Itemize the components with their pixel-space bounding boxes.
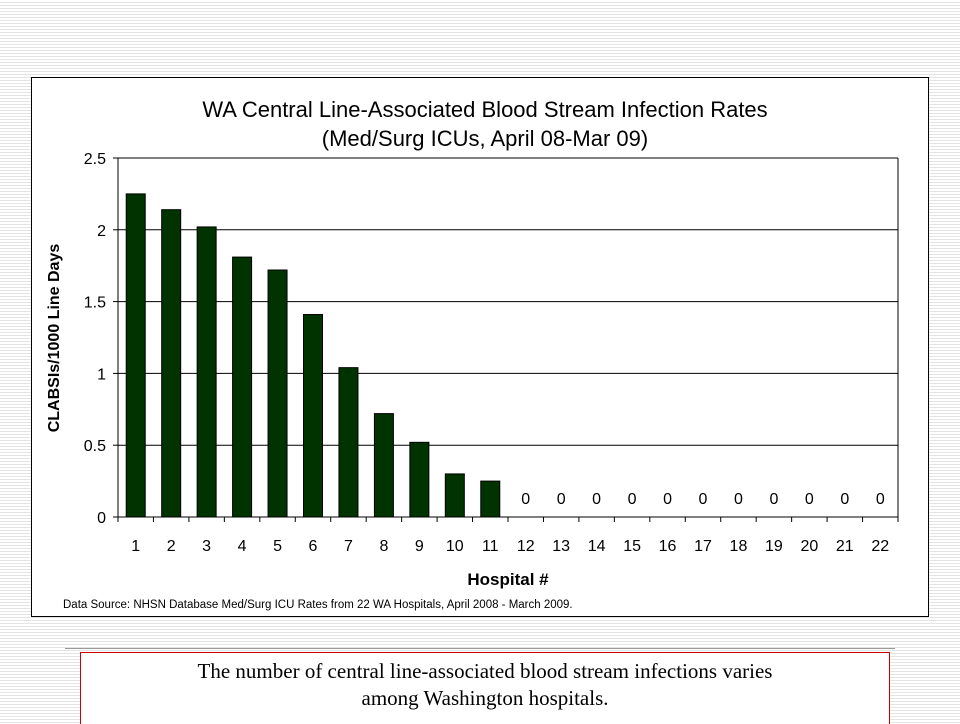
x-tick-label: 4: [238, 538, 247, 555]
x-tick-label: 5: [273, 538, 282, 555]
chart-subtitle: (Med/Surg ICUs, April 08-Mar 09): [322, 126, 648, 151]
data-label: 0: [876, 491, 885, 508]
data-label: 0: [805, 491, 814, 508]
x-tick-label: 1: [131, 538, 140, 555]
caption-box: The number of central line-associated bl…: [80, 652, 890, 724]
x-tick-label: 12: [517, 538, 535, 555]
y-axis-label: CLABSIs/1000 Line Days: [46, 244, 63, 433]
x-tick-label: 9: [415, 538, 424, 555]
bar: [338, 367, 359, 518]
bar: [125, 193, 146, 518]
x-axis-label: Hospital #: [467, 570, 549, 589]
axes: [113, 157, 899, 522]
x-tick-label: 17: [694, 538, 712, 555]
y-tick-label: 2.5: [84, 151, 106, 168]
data-label: 0: [628, 491, 637, 508]
chart-frame: WA Central Line-Associated Blood Stream …: [31, 77, 929, 617]
y-tick-label: 1: [97, 366, 106, 383]
x-tick-label: 16: [659, 538, 677, 555]
x-tick-label: 19: [765, 538, 783, 555]
data-label: 0: [734, 491, 743, 508]
divider-line: [65, 648, 895, 649]
x-tick-label: 7: [344, 538, 353, 555]
bar: [480, 480, 501, 518]
y-tick-label: 2: [97, 223, 106, 240]
data-label: 0: [521, 491, 530, 508]
data-label: 0: [840, 491, 849, 508]
x-tick-label: 11: [482, 538, 499, 555]
x-tick-label: 13: [552, 538, 570, 555]
bar: [161, 209, 182, 518]
bar: [303, 314, 323, 518]
bar: [196, 226, 217, 518]
x-tick-label: 21: [836, 538, 854, 555]
chart-title: WA Central Line-Associated Blood Stream …: [202, 97, 767, 122]
bars: [125, 193, 501, 518]
tick-labels: 00.511.522.51 2 3 4 5 6 7 8 9 10 11012013014015016…: [84, 151, 890, 555]
data-label: 0: [663, 491, 672, 508]
bar: [444, 473, 465, 518]
x-tick-label: 3: [202, 538, 211, 555]
bar: [373, 413, 394, 518]
x-tick-label: 20: [800, 538, 818, 555]
x-tick-label: 6: [309, 538, 318, 555]
data-label: 0: [699, 491, 708, 508]
x-tick-label: 15: [623, 538, 641, 555]
caption-line-2: among Washington hospitals.: [361, 686, 609, 710]
bar: [267, 269, 288, 518]
caption-line-1: The number of central line-associated bl…: [197, 659, 773, 683]
data-label: 0: [557, 491, 566, 508]
data-label: 0: [592, 491, 601, 508]
x-tick-label: 2: [167, 538, 176, 555]
source-note: Data Source: NHSN Database Med/Surg ICU …: [63, 599, 573, 611]
data-label: 0: [769, 491, 778, 508]
bar: [232, 256, 253, 518]
x-tick-label: 10: [446, 538, 464, 555]
x-tick-label: 14: [588, 538, 606, 555]
x-tick-label: 22: [871, 538, 889, 555]
y-tick-label: 0.5: [84, 438, 106, 455]
bar-chart: WA Central Line-Associated Blood Stream …: [46, 97, 899, 611]
x-tick-label: 18: [730, 538, 748, 555]
y-tick-label: 0: [97, 510, 106, 527]
x-tick-label: 8: [379, 538, 388, 555]
bar: [409, 441, 430, 518]
y-tick-label: 1.5: [84, 295, 106, 312]
